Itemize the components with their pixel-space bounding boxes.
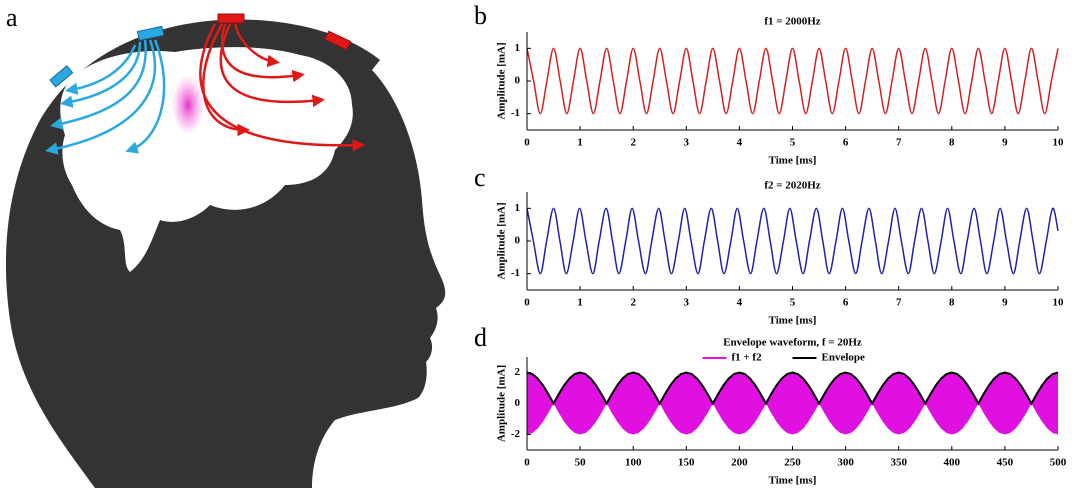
x-tick-label: 4 (737, 297, 743, 309)
x-tick-label: 300 (837, 457, 854, 469)
current-lines (199, 23, 365, 152)
electrode (217, 13, 245, 24)
x-tick-label: 1 (577, 137, 583, 149)
electrode (324, 30, 352, 51)
y-tick-label: -2 (511, 428, 521, 440)
x-tick-label: 9 (1002, 297, 1008, 309)
line (526, 371, 1059, 406)
electrode (49, 65, 74, 88)
y-tick-label: 0 (515, 75, 521, 87)
y-axis-label: Amplitude [mA] (496, 42, 508, 119)
x-tick-label: 6 (843, 297, 849, 309)
x-tick-label: 10 (1053, 137, 1065, 149)
brain (60, 47, 353, 273)
x-tick-label: 0 (524, 137, 530, 149)
x-tick-label: 7 (896, 297, 902, 309)
x-tick-label: 400 (944, 457, 961, 469)
x-tick-label: 1 (577, 297, 583, 309)
x-tick-label: 2 (630, 137, 636, 149)
x-tick-label: 10 (1053, 297, 1065, 309)
panel-label: c (474, 163, 486, 192)
x-tick-label: 250 (784, 457, 801, 469)
x-tick-label: 9 (1002, 137, 1008, 149)
x-tick-label: 2 (630, 297, 636, 309)
x-tick-label: 350 (890, 457, 907, 469)
x-tick-label: 500 (1050, 457, 1067, 469)
x-tick-label: 7 (896, 137, 902, 149)
legend-label: Envelope (822, 352, 866, 364)
panel-label: b (474, 1, 487, 30)
x-tick-label: 4 (737, 137, 743, 149)
x-tick-label: 200 (731, 457, 748, 469)
band (527, 372, 1058, 435)
stimulation-focus (172, 75, 204, 135)
y-tick-label: 0 (515, 235, 521, 247)
y-tick-label: -1 (511, 267, 520, 279)
x-tick-label: 5 (790, 297, 796, 309)
x-tick-label: 3 (684, 137, 690, 149)
x-tick-label: 0 (524, 457, 530, 469)
x-tick-label: 150 (678, 457, 695, 469)
head-illustration (5, 13, 446, 488)
x-tick-label: 3 (684, 297, 690, 309)
chart-title: f1 = 2000Hz (764, 16, 820, 28)
current-lines (45, 39, 166, 155)
x-tick-label: 100 (625, 457, 642, 469)
x-tick-label: 0 (524, 297, 530, 309)
x-tick-label: 6 (843, 137, 849, 149)
electrode (136, 25, 165, 41)
panel-label: a (6, 3, 18, 32)
y-axis-label: Amplitude [mA] (496, 365, 508, 442)
x-tick-label: 5 (790, 137, 796, 149)
y-axis-label: Amplitude [mA] (496, 202, 508, 279)
chart-title: Envelope waveform, f = 20Hz (723, 337, 862, 349)
panel-label: d (474, 323, 487, 352)
chart-title: f2 = 2020Hz (764, 180, 820, 192)
x-axis-label: Time [ms] (769, 475, 817, 487)
y-tick-label: 1 (515, 42, 521, 54)
line (526, 47, 1059, 115)
x-tick-label: 450 (997, 457, 1014, 469)
x-tick-label: 8 (949, 137, 955, 149)
y-tick-label: -1 (511, 107, 520, 119)
line (526, 207, 1059, 275)
x-axis-label: Time [ms] (769, 155, 817, 167)
y-tick-label: 0 (515, 397, 521, 409)
legend-label: f1 + f2 (732, 352, 763, 364)
y-tick-label: 2 (515, 366, 521, 378)
x-axis-label: Time [ms] (769, 315, 817, 327)
x-tick-label: 8 (949, 297, 955, 309)
x-tick-label: 50 (575, 457, 587, 469)
y-tick-label: 1 (515, 202, 521, 214)
